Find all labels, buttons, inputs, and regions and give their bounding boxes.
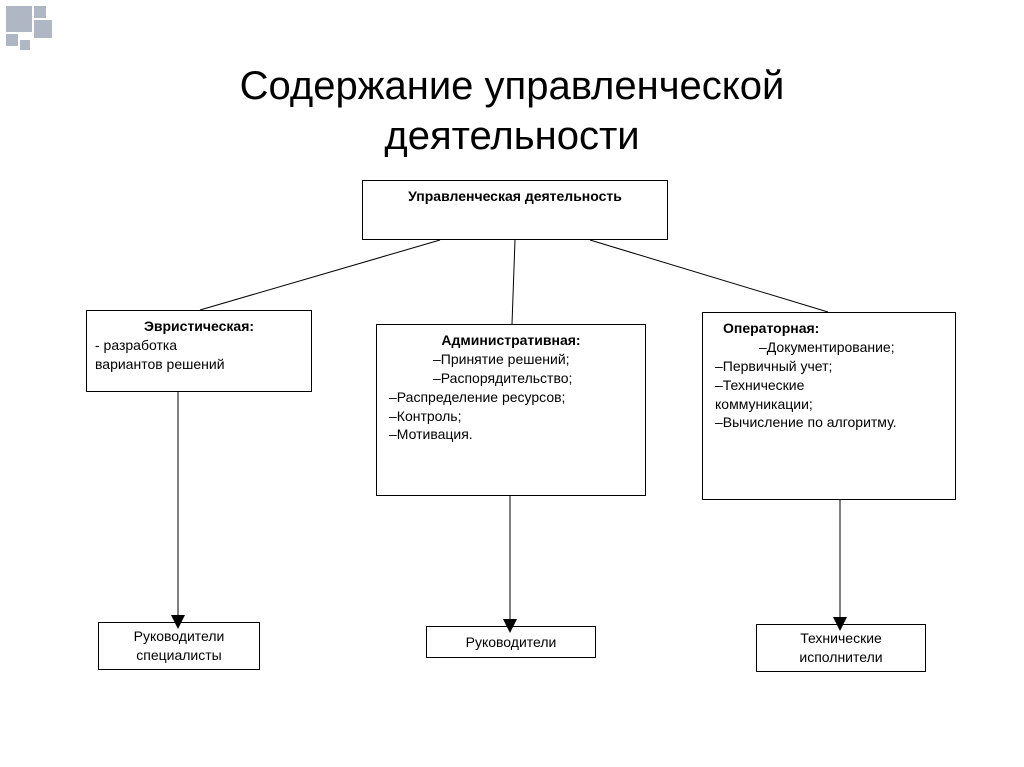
administrative-line: –Контроль;: [385, 407, 637, 426]
node-leaders: Руководители: [426, 626, 596, 658]
node-technical-exec-body: Техническиеисполнители: [799, 629, 882, 667]
edge-root-heuristic: [200, 240, 440, 310]
administrative-line: –Мотивация.: [385, 425, 637, 444]
administrative-line: –Распорядительство;: [385, 369, 637, 388]
edge-root-operator: [590, 240, 828, 312]
deco-square: [6, 6, 32, 32]
operator-line: –Первичный учет;: [711, 357, 947, 376]
operator-line: коммуникации;: [711, 395, 947, 414]
operator-line: –Документирование;: [711, 338, 947, 357]
leaders_specialists-line: Руководители: [134, 627, 225, 646]
node-heuristic: Эвристическая: - разработкавариантов реш…: [86, 310, 312, 392]
node-operator-body: –Документирование;–Первичный учет;–Техни…: [711, 338, 947, 432]
leaders_specialists-line: специалисты: [134, 646, 225, 665]
node-operator-heading: Операторная:: [711, 319, 947, 338]
leaders-line: Руководители: [466, 633, 557, 652]
technical_exec-line: Технические: [799, 629, 882, 648]
node-leaders-body: Руководители: [466, 633, 557, 652]
administrative-line: –Распределение ресурсов;: [385, 388, 637, 407]
node-technical-exec: Техническиеисполнители: [756, 624, 926, 672]
edge-root-administrative: [512, 240, 515, 324]
operator-line: –Технические: [711, 376, 947, 395]
slide-title-line2: деятельности: [0, 114, 1024, 159]
node-administrative-body: –Принятие решений;–Распорядительство;–Ра…: [385, 350, 637, 444]
operator-line: –Вычисление по алгоритму.: [711, 413, 947, 432]
deco-square: [34, 20, 52, 38]
slide-title-line1: Содержание управленческой: [0, 64, 1024, 109]
node-root: Управленческая деятельность: [362, 180, 668, 240]
deco-square: [6, 34, 18, 46]
node-administrative: Административная: –Принятие решений;–Рас…: [376, 324, 646, 496]
node-administrative-heading: Административная:: [385, 331, 637, 350]
node-root-heading: Управленческая деятельность: [371, 187, 659, 206]
node-operator: Операторная: –Документирование;–Первичны…: [702, 312, 956, 500]
node-heuristic-heading: Эвристическая:: [95, 317, 303, 336]
deco-square: [34, 6, 46, 18]
technical_exec-line: исполнители: [799, 648, 882, 667]
heuristic-line: - разработка: [95, 336, 303, 355]
administrative-line: –Принятие решений;: [385, 350, 637, 369]
node-leaders-specialists-body: Руководителиспециалисты: [134, 627, 225, 665]
heuristic-line: вариантов решений: [95, 355, 303, 374]
deco-square: [20, 40, 30, 50]
node-heuristic-body: - разработкавариантов решений: [95, 336, 303, 374]
node-leaders-specialists: Руководителиспециалисты: [98, 622, 260, 670]
